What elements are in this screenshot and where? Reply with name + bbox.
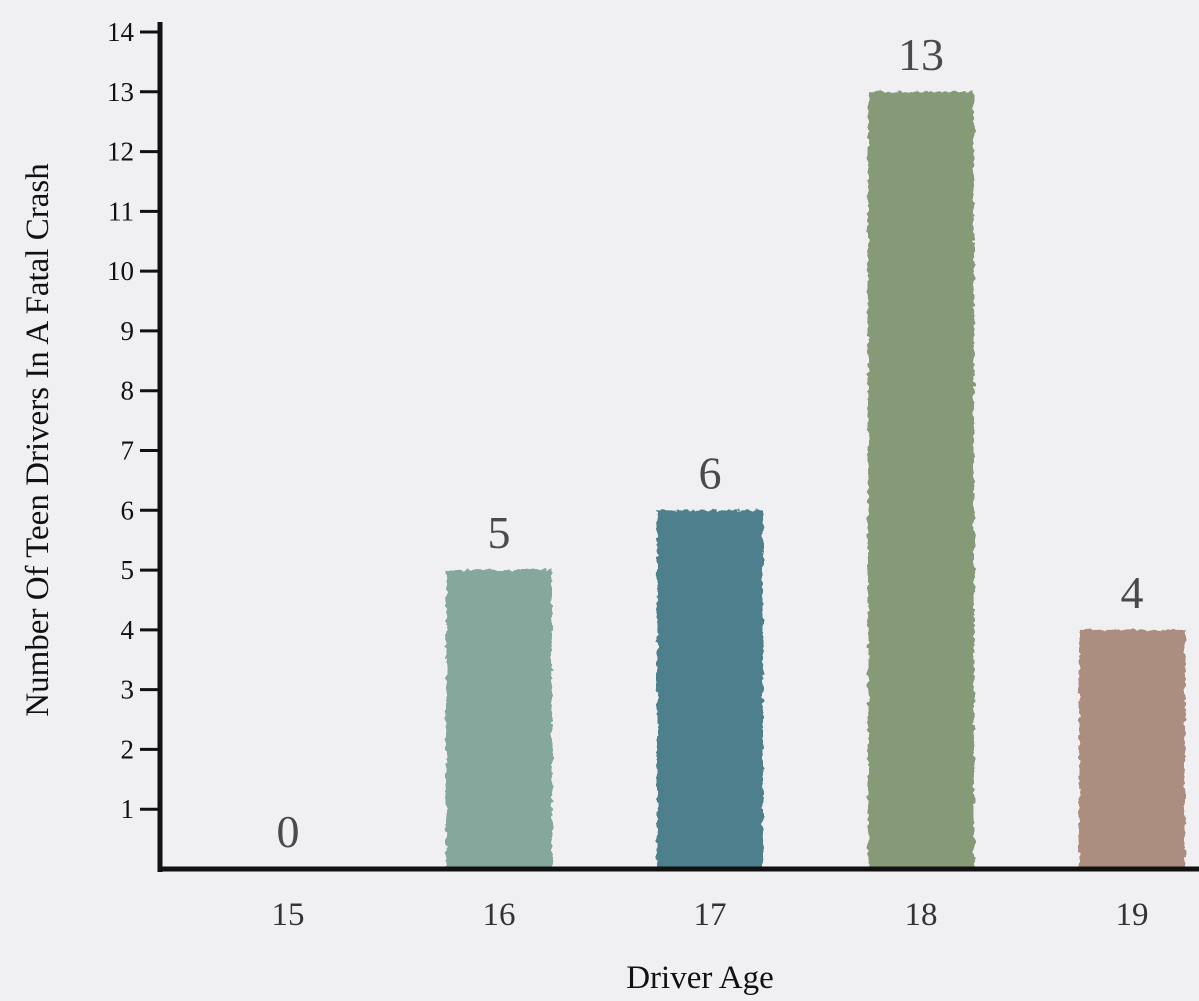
data-label: 0 [277, 806, 300, 857]
y-tick-label: 13 [107, 77, 134, 107]
y-tick-label: 9 [121, 316, 135, 346]
x-tick-label: 17 [694, 897, 727, 933]
x-axis-title: Driver Age [626, 960, 774, 996]
y-tick-label: 4 [121, 615, 135, 645]
x-tick-label: 15 [272, 897, 305, 933]
data-label: 13 [898, 29, 944, 80]
y-tick-label: 12 [107, 137, 134, 167]
bar-18 [868, 91, 974, 870]
x-axis-ticks: 15 16 17 18 19 [272, 897, 1149, 933]
x-tick-label: 19 [1116, 897, 1149, 933]
y-tick-label: 11 [108, 196, 134, 226]
bar-16 [446, 570, 552, 869]
x-tick-label: 18 [905, 897, 938, 933]
y-tick-label: 1 [121, 794, 135, 824]
y-tick-label: 2 [121, 734, 135, 764]
y-tick-label: 8 [121, 376, 135, 406]
y-tick-label: 14 [107, 17, 135, 47]
y-tick-label: 7 [121, 436, 135, 466]
y-axis-title: Number Of Teen Drivers In A Fatal Crash [20, 163, 56, 717]
data-labels: 0 5 6 13 4 [277, 29, 1144, 857]
data-label: 5 [488, 507, 511, 558]
y-tick-label: 3 [121, 675, 135, 705]
bars [446, 91, 1185, 870]
y-tick-label: 5 [121, 555, 135, 585]
y-tick-label: 10 [107, 256, 134, 286]
data-label: 4 [1121, 567, 1144, 618]
x-tick-label: 16 [483, 897, 516, 933]
y-tick-label: 6 [121, 495, 135, 525]
bar-17 [657, 510, 763, 869]
bar-19 [1079, 629, 1185, 869]
data-label: 6 [699, 447, 722, 498]
